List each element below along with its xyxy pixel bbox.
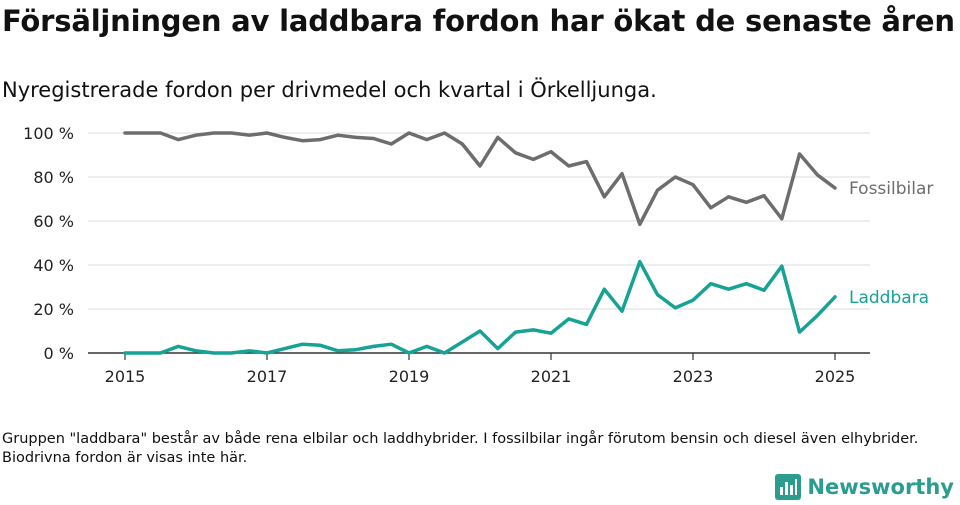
newsworthy-logo: Newsworthy (775, 474, 954, 500)
chart-title: Försäljningen av laddbara fordon har öka… (2, 4, 955, 38)
y-axis: 0 % 20 % 40 % 60 % 80 % 100 % (23, 124, 74, 363)
chart-subtitle: Nyregistrerade fordon per drivmedel och … (2, 78, 657, 102)
y-tick-label: 60 % (33, 212, 74, 231)
x-tick-label: 2023 (673, 367, 714, 386)
y-tick-label: 100 % (23, 124, 74, 143)
series-label-fossilbilar: Fossilbilar (849, 179, 933, 199)
y-tick-label: 80 % (33, 168, 74, 187)
bar-chart-icon (775, 474, 802, 500)
series-line-fossilbilar (123, 131, 837, 227)
x-tick-label: 2025 (815, 367, 856, 386)
y-tick-label: 0 % (44, 344, 74, 363)
x-tick-label: 2017 (247, 367, 288, 386)
series-line-laddbara (123, 259, 837, 355)
series-label-laddbara: Laddbara (849, 288, 929, 308)
chart-footnote: Gruppen "laddbara" består av både rena e… (2, 431, 919, 466)
line-chart: 2015 2017 2019 2021 2023 2025 0 % 20 % 40 % 60 %… (23, 124, 933, 386)
y-tick-label: 40 % (33, 256, 74, 275)
y-tick-label: 20 % (33, 300, 74, 319)
x-tick-label: 2019 (389, 367, 430, 386)
x-axis: 2015 2017 2019 2021 2023 2025 (88, 352, 870, 386)
x-tick-label: 2015 (105, 367, 146, 386)
series-labels: Fossilbilar Laddbara (849, 179, 933, 308)
x-tick-label: 2021 (531, 367, 572, 386)
logo-text: Newsworthy (807, 475, 954, 499)
gridlines (88, 132, 870, 310)
series-lines (123, 131, 837, 355)
